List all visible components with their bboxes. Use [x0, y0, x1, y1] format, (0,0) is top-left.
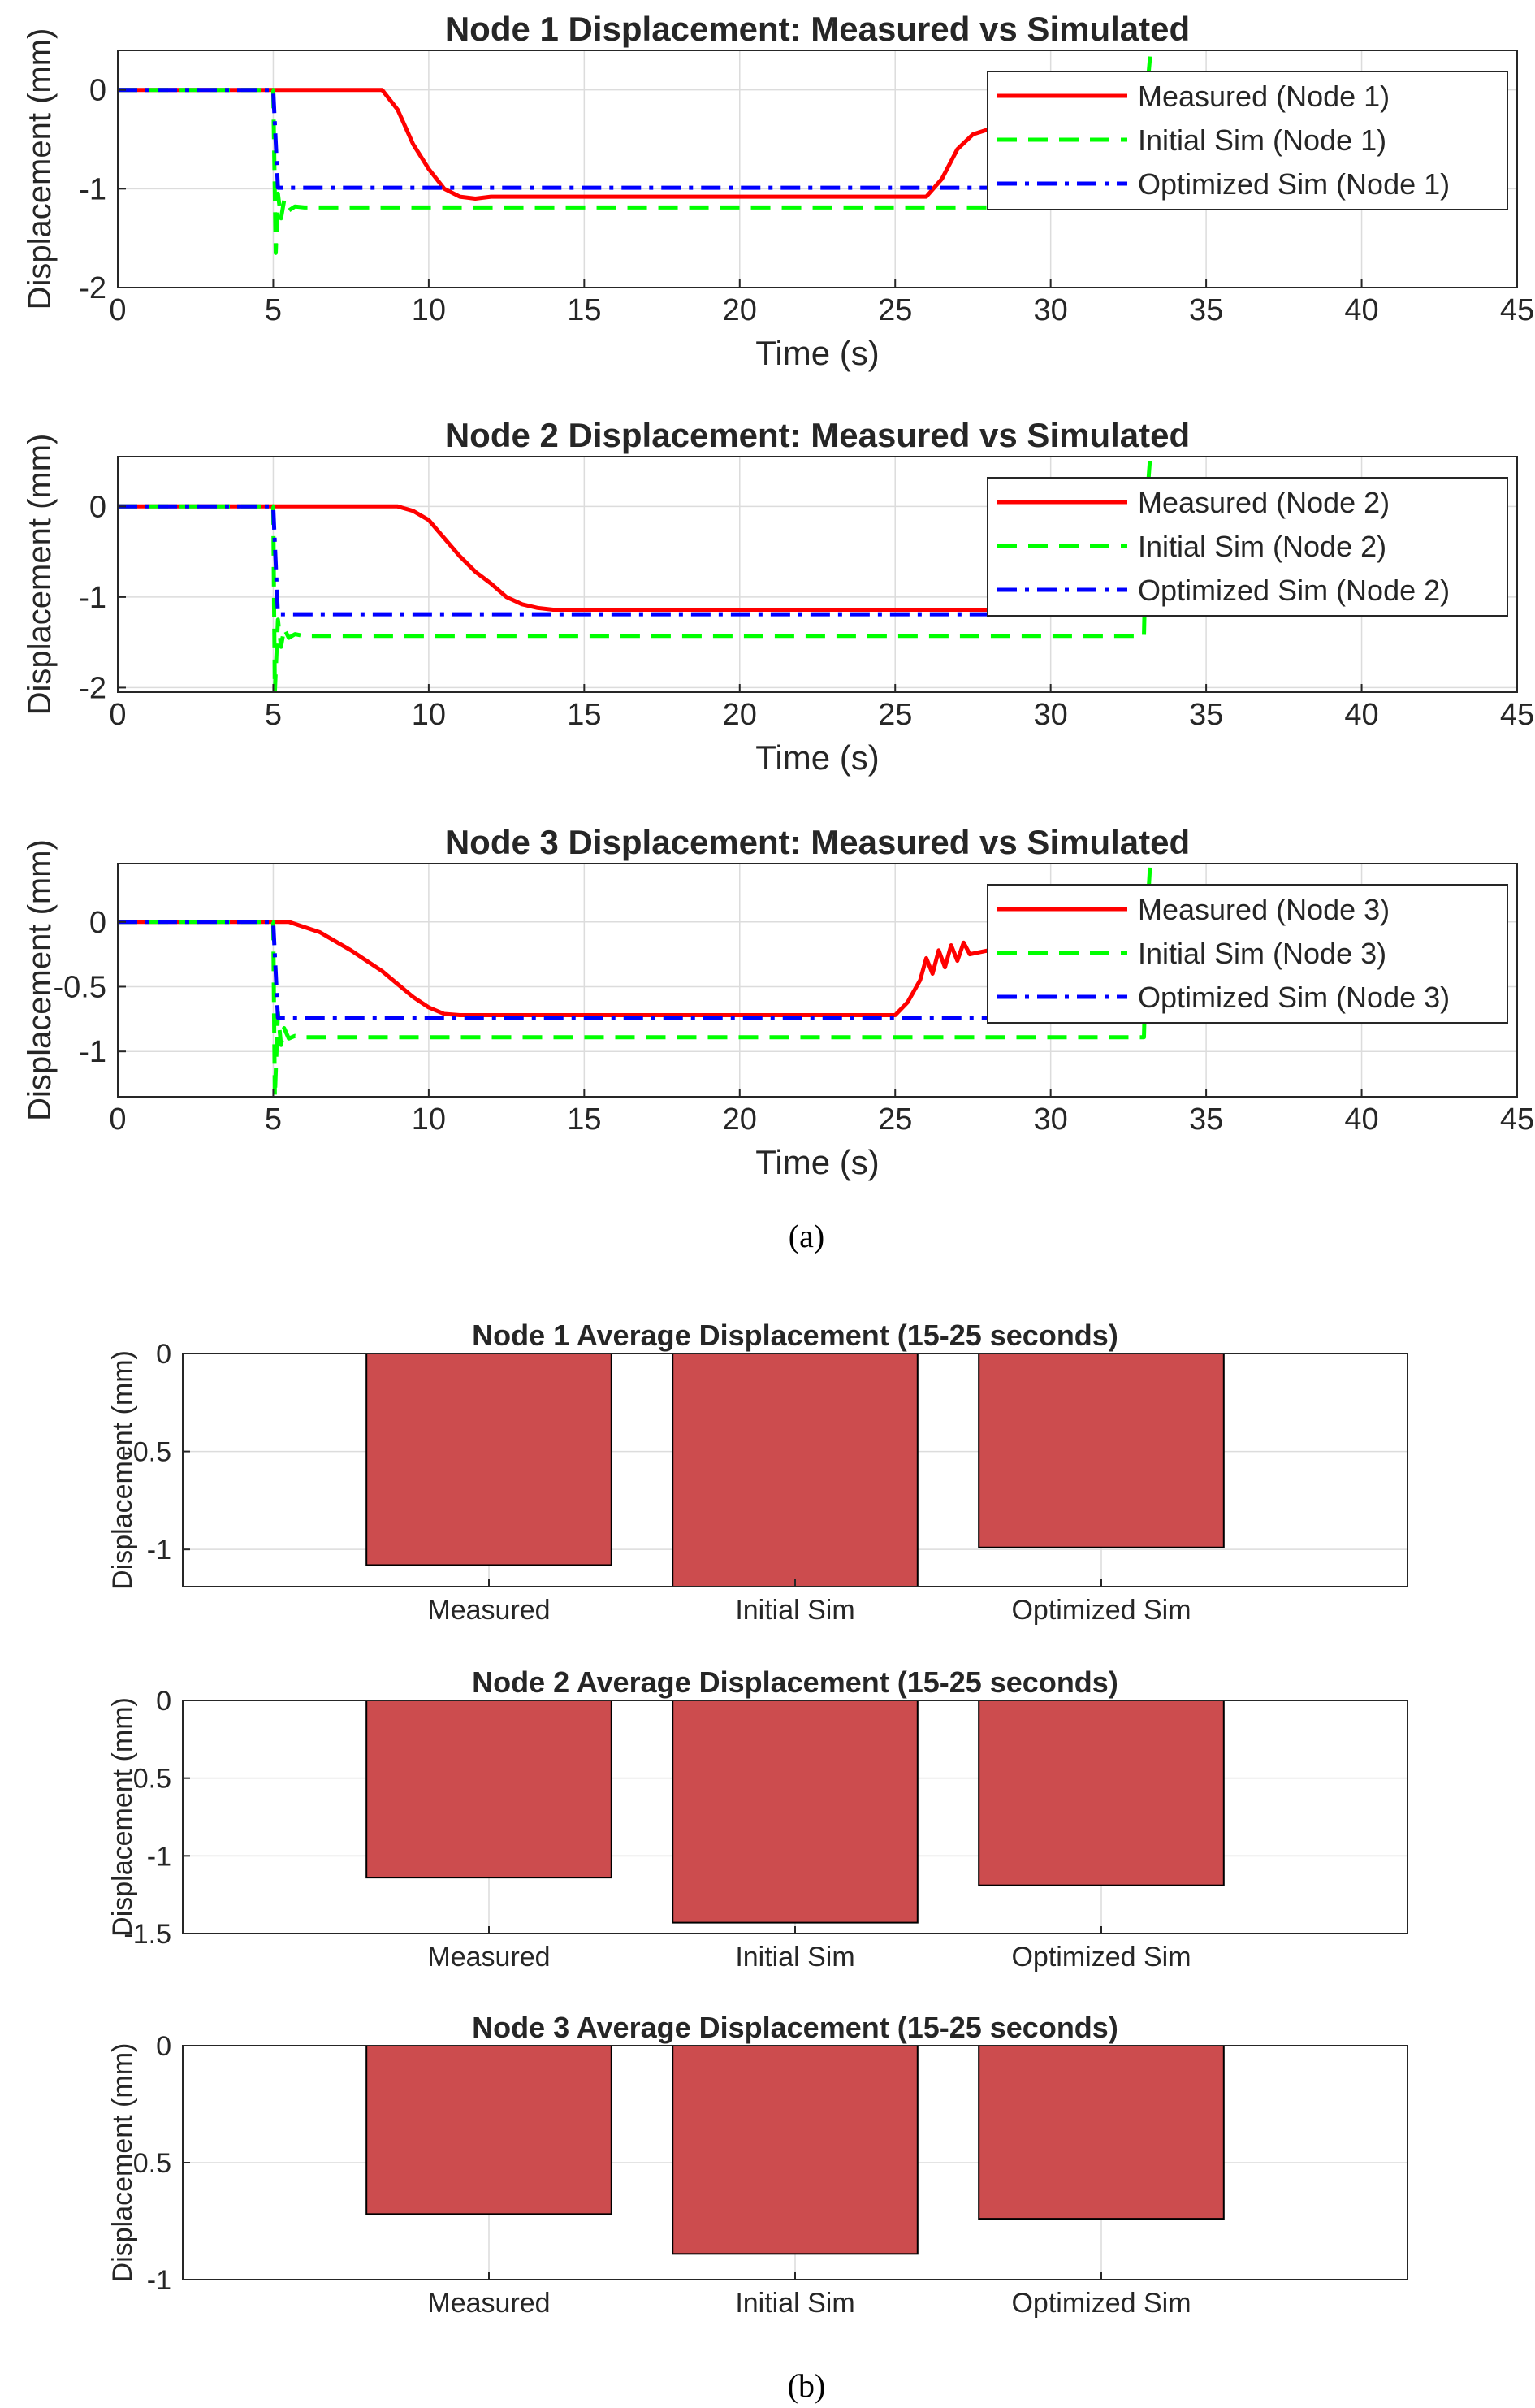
bar-initial-sim: [672, 1353, 918, 1587]
x-axis-label: Time (s): [755, 738, 879, 777]
caption-a: (a): [789, 1218, 824, 1254]
caption-b: (b): [788, 2367, 826, 2404]
x-tick-label: 10: [412, 293, 446, 327]
bar-optimized-sim: [979, 2046, 1224, 2219]
x-tick-label: 35: [1189, 1102, 1223, 1137]
x-tick-label: 40: [1344, 698, 1378, 732]
y-tick-label: 0: [156, 1686, 171, 1717]
chart-title: Node 2 Average Displacement (15-25 secon…: [472, 1665, 1118, 1699]
y-axis-label: Displacement (mm): [107, 2043, 138, 2283]
x-tick-label: Initial Sim: [735, 1942, 854, 1973]
y-tick-label: -1: [79, 172, 106, 206]
x-tick-label: 40: [1344, 293, 1378, 327]
y-tick-label: 0: [89, 74, 106, 108]
x-tick-label: Optimized Sim: [1011, 2288, 1191, 2319]
legend-entry: Optimized Sim (Node 1): [1138, 167, 1450, 201]
x-tick-label: 20: [723, 698, 757, 732]
x-tick-label: 20: [723, 293, 757, 327]
legend-entry: Measured (Node 2): [1138, 486, 1390, 519]
bar-measured: [366, 1353, 612, 1565]
x-tick-label: 15: [567, 293, 601, 327]
x-tick-label: 20: [723, 1102, 757, 1137]
legend-entry: Measured (Node 3): [1138, 893, 1390, 926]
x-tick-label: 10: [412, 698, 446, 732]
y-tick-label: -2: [79, 671, 106, 705]
chart-title: Node 1 Displacement: Measured vs Simulat…: [445, 10, 1190, 48]
bar-optimized-sim: [979, 1700, 1224, 1886]
legend-entry: Initial Sim (Node 2): [1138, 530, 1386, 563]
x-tick-label: Optimized Sim: [1011, 1942, 1191, 1973]
x-tick-label: 35: [1189, 698, 1223, 732]
legend-entry: Measured (Node 1): [1138, 80, 1390, 113]
x-tick-label: 35: [1189, 293, 1223, 327]
legend-entry: Initial Sim (Node 1): [1138, 123, 1386, 157]
x-tick-label: 45: [1500, 1102, 1534, 1137]
y-axis-label: Displacement (mm): [22, 434, 58, 716]
x-tick-label: 10: [412, 1102, 446, 1137]
x-tick-label: Measured: [427, 1942, 550, 1973]
x-tick-label: Initial Sim: [735, 2288, 854, 2319]
x-tick-label: 0: [109, 1102, 126, 1137]
legend-entry: Initial Sim (Node 3): [1138, 937, 1386, 970]
y-tick-label: -2: [79, 271, 106, 305]
legend-entry: Optimized Sim (Node 3): [1138, 981, 1450, 1014]
x-tick-label: 25: [878, 1102, 912, 1137]
y-axis-label: Displacement (mm): [22, 839, 58, 1121]
y-tick-label: -1: [79, 581, 106, 615]
y-tick-label: 0: [156, 1339, 171, 1370]
chart-title: Node 2 Displacement: Measured vs Simulat…: [445, 416, 1190, 454]
x-tick-label: 40: [1344, 1102, 1378, 1137]
y-tick-label: -1: [147, 2265, 171, 2296]
bar-initial-sim: [672, 1700, 918, 1923]
x-axis-label: Time (s): [755, 334, 879, 372]
bar-initial-sim: [672, 2046, 918, 2254]
y-tick-label: -1: [147, 1535, 171, 1566]
x-tick-label: 30: [1034, 698, 1068, 732]
x-tick-label: 25: [878, 698, 912, 732]
x-tick-label: Optimized Sim: [1011, 1595, 1191, 1626]
x-tick-label: 15: [567, 698, 601, 732]
x-tick-label: 45: [1500, 698, 1534, 732]
y-axis-label: Displacement (mm): [22, 28, 58, 310]
x-tick-label: 25: [878, 293, 912, 327]
x-tick-label: 15: [567, 1102, 601, 1137]
x-axis-label: Time (s): [755, 1143, 879, 1181]
x-tick-label: 30: [1034, 1102, 1068, 1137]
x-tick-label: 5: [265, 293, 282, 327]
y-tick-label: 0: [89, 490, 106, 524]
y-axis-label: Displacement (mm): [107, 1697, 138, 1937]
figure-canvas: 0 5 10 15 20 25 30 35 40 450-1-2Node 1 Displaceme…: [0, 0, 1535, 2408]
y-axis-label: Displacement (mm): [107, 1350, 138, 1590]
bar-measured: [366, 2046, 612, 2214]
y-tick-label: 0: [89, 906, 106, 940]
legend: Measured (Node 3) Initial Sim (Node 3) Opt…: [988, 885, 1507, 1023]
y-tick-label: -1: [147, 1841, 171, 1872]
chart-title: Node 1 Average Displacement (15-25 secon…: [472, 1319, 1118, 1352]
x-tick-label: 30: [1034, 293, 1068, 327]
legend: Measured (Node 1) Initial Sim (Node 1) Opt…: [988, 71, 1507, 210]
chart-title: Node 3 Average Displacement (15-25 secon…: [472, 2011, 1118, 2044]
x-tick-label: Measured: [427, 1595, 550, 1626]
legend: Measured (Node 2) Initial Sim (Node 2) Opt…: [988, 478, 1507, 616]
x-tick-label: 0: [109, 293, 126, 327]
bar-optimized-sim: [979, 1353, 1224, 1548]
chart-title: Node 3 Displacement: Measured vs Simulat…: [445, 823, 1190, 861]
x-tick-label: 5: [265, 1102, 282, 1137]
y-tick-label: 0: [156, 2031, 171, 2062]
legend-entry: Optimized Sim (Node 2): [1138, 574, 1450, 607]
x-tick-label: Measured: [427, 2288, 550, 2319]
x-tick-label: Initial Sim: [735, 1595, 854, 1626]
bar-measured: [366, 1700, 612, 1877]
y-tick-label: -1: [79, 1035, 106, 1069]
y-tick-label: -0.5: [54, 970, 106, 1004]
x-tick-label: 0: [109, 698, 126, 732]
x-tick-label: 45: [1500, 293, 1534, 327]
x-tick-label: 5: [265, 698, 282, 732]
